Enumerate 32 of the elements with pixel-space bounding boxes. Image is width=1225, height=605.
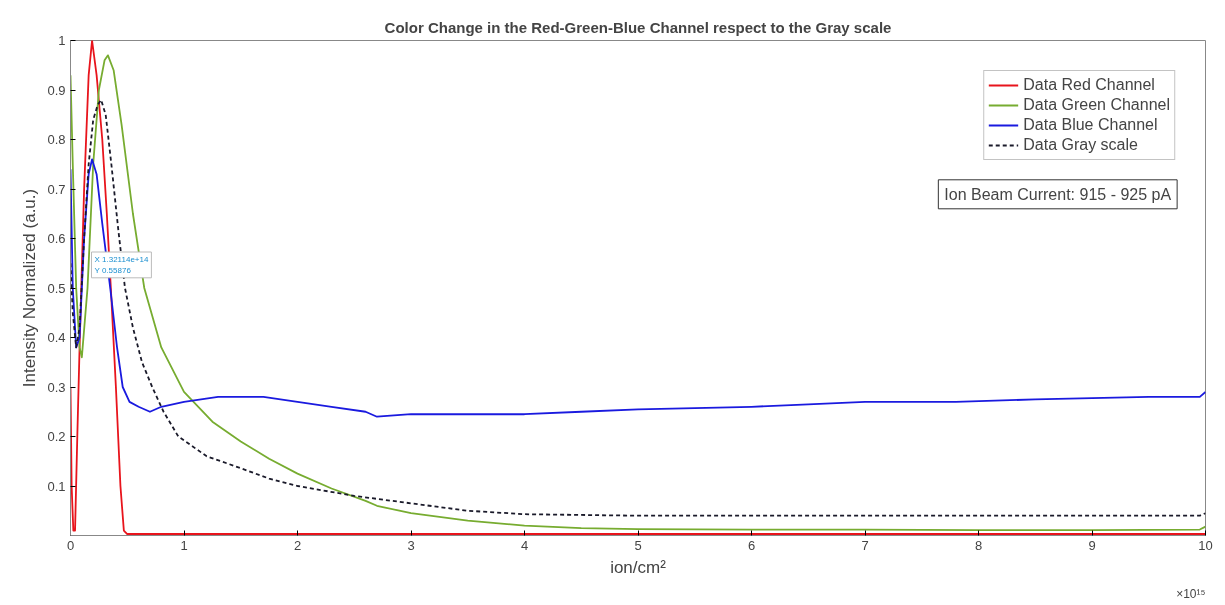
y-tick-label: 1 <box>58 33 66 48</box>
y-tick-label: 0.2 <box>47 429 66 444</box>
x-tick-label: 3 <box>407 537 415 553</box>
x-tick-label: 8 <box>974 537 983 553</box>
annotation: X 1.32114e+14 Y 0.55876 <box>94 255 149 275</box>
legend-label: Data Gray scale <box>1023 136 1138 154</box>
y-tick-label: 0.8 <box>47 132 66 147</box>
legend-label: Data Blue Channel <box>1023 116 1158 134</box>
x-tick-label: 1 <box>180 537 188 553</box>
y-tick-label: 0.9 <box>47 82 66 98</box>
text: ×10¹⁵ <box>1176 586 1206 601</box>
x-tick-label: 10 <box>1198 537 1213 553</box>
x-tick-label: 4 <box>520 537 529 553</box>
y-tick-label: 0.7 <box>47 181 66 197</box>
x-tick-label: 9 <box>1088 537 1096 553</box>
y-tick-label: 0.3 <box>47 379 66 395</box>
y-tick-label: 0.5 <box>47 280 66 296</box>
chart-title: Color Change in the Red-Green-Blue Channel respect to the Gray scale <box>384 18 892 36</box>
x-tick-label: 0 <box>66 537 75 553</box>
x-tick-label: 7 <box>861 537 869 553</box>
x-axis-title: ion/cm² <box>610 557 667 577</box>
y-tick-label: 0.6 <box>47 231 66 246</box>
x-tick-label: 6 <box>747 537 756 553</box>
x-tick-label: 5 <box>634 537 642 553</box>
annotation: Ion Beam Current: 915 - 925 pA <box>944 185 1172 203</box>
y-axis-title: Intensity Normalized (a.u.) <box>20 188 40 388</box>
legend-label: Data Red Channel <box>1023 76 1155 94</box>
x-tick-label: 2 <box>293 537 302 553</box>
legend-label: Data Green Channel <box>1023 96 1170 114</box>
line-series <box>70 158 1206 418</box>
y-tick-label: 0.4 <box>47 330 66 345</box>
y-tick-label: 0.1 <box>47 478 66 494</box>
